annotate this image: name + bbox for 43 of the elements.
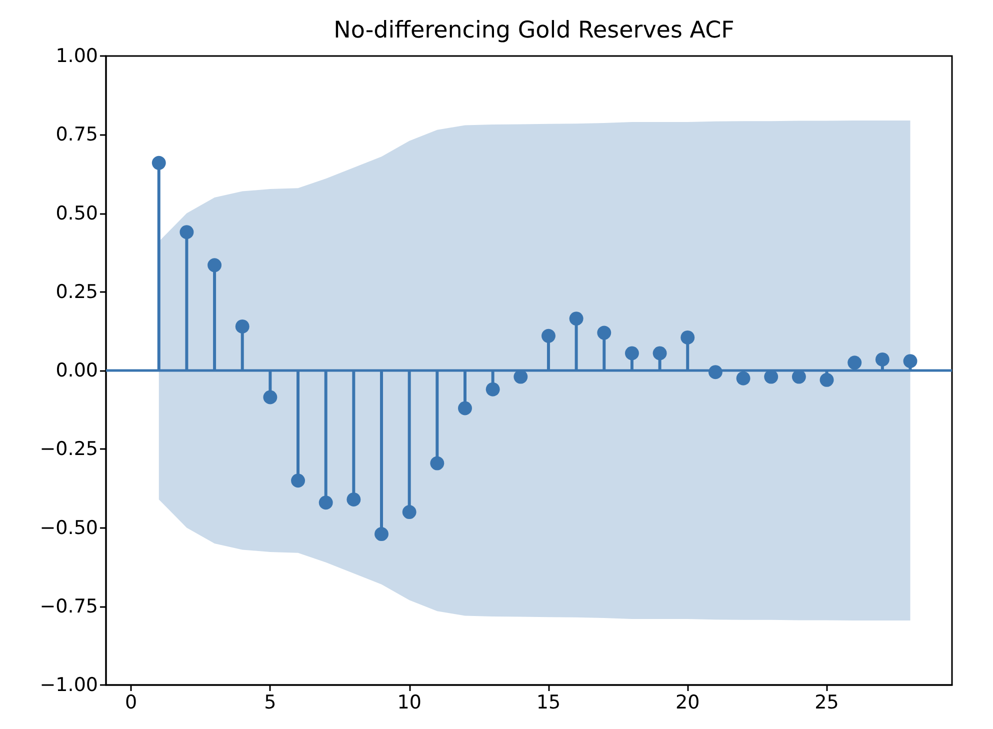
point — [624, 346, 639, 360]
point — [875, 352, 890, 366]
point — [346, 492, 361, 506]
chart-title: No-differencing Gold Reserves ACF — [334, 18, 734, 44]
point — [597, 326, 612, 340]
point — [514, 370, 528, 384]
x-tick-label: 15 — [536, 692, 561, 714]
x-tick-label: 10 — [397, 692, 422, 714]
point — [736, 371, 750, 386]
point — [235, 319, 250, 334]
y-tick-label: 0.50 — [56, 202, 98, 224]
point — [402, 505, 416, 520]
point — [458, 401, 472, 416]
point — [430, 456, 444, 470]
y-tick-label: −0.25 — [40, 438, 98, 460]
point — [848, 356, 862, 370]
point — [680, 330, 695, 344]
x-tick-label: 25 — [814, 692, 839, 714]
y-tick-label: −0.75 — [40, 595, 98, 618]
point — [263, 390, 278, 404]
point — [820, 372, 834, 387]
y-tick-label: 1.00 — [56, 45, 98, 67]
point — [652, 346, 667, 360]
point — [903, 354, 918, 368]
point — [291, 474, 306, 488]
y-tick-label: 0.00 — [56, 360, 98, 382]
x-tick-label: 5 — [264, 692, 276, 714]
y-tick-label: 0.75 — [56, 124, 98, 146]
y-tick-label: 0.25 — [56, 280, 98, 303]
point — [569, 312, 584, 326]
point — [152, 156, 166, 170]
y-tick-label: −1.00 — [40, 674, 98, 696]
point — [486, 382, 500, 396]
point — [764, 370, 778, 384]
point — [792, 370, 806, 384]
y-tick-label: −0.50 — [40, 516, 98, 539]
point — [318, 496, 333, 510]
point — [541, 328, 556, 343]
point — [374, 527, 389, 542]
x-tick-label: 0 — [125, 692, 138, 714]
x-tick-label: 20 — [676, 692, 700, 714]
point — [208, 258, 222, 272]
point — [180, 225, 194, 240]
